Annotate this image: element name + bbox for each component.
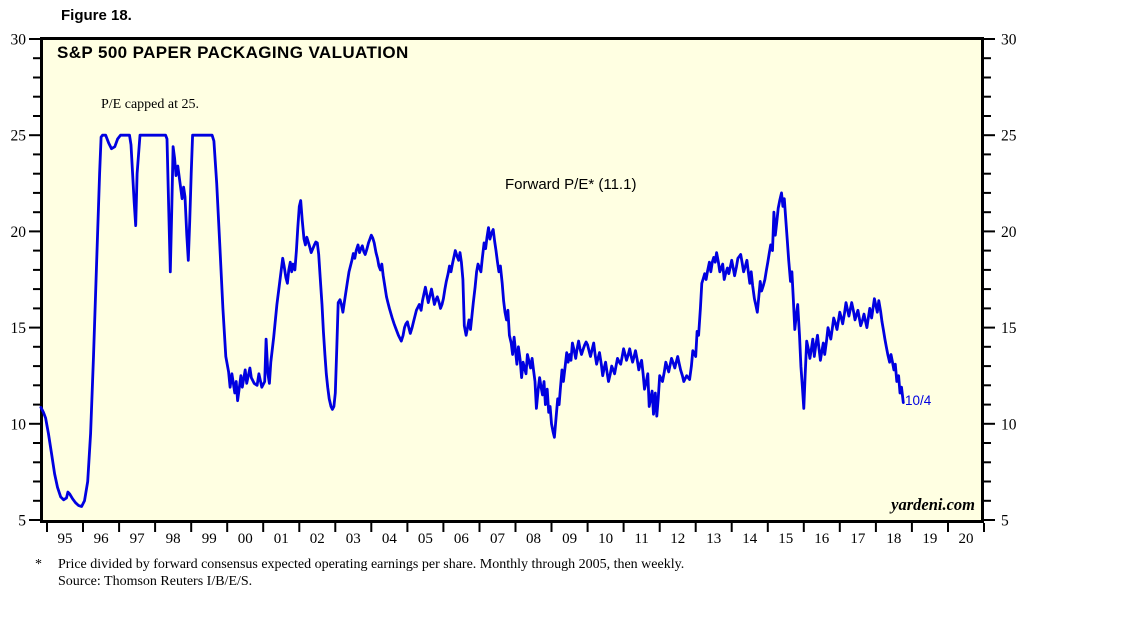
y-axis-label-left: 10 (11, 416, 27, 433)
x-axis-year-label: 09 (562, 531, 577, 547)
x-axis-year-label: 06 (454, 531, 470, 547)
x-axis-year-label: 07 (490, 531, 506, 547)
x-axis-year-label: 01 (274, 531, 289, 547)
x-axis-year-label: 14 (742, 531, 758, 547)
y-axis-label-right: 30 (1001, 32, 1017, 49)
y-axis-label-right: 20 (1001, 224, 1017, 241)
x-axis-year-label: 12 (670, 531, 685, 547)
plot-frame (40, 37, 984, 523)
footnote: * Price divided by forward consensus exp… (35, 556, 684, 590)
x-axis-year-label: 08 (526, 531, 541, 547)
y-axis-label-right: 10 (1001, 416, 1017, 433)
y-axis-label-left: 30 (11, 32, 27, 49)
x-axis-year-label: 03 (346, 531, 361, 547)
forward-pe-line (39, 133, 905, 508)
x-axis-year-label: 11 (634, 531, 648, 547)
x-axis-year-label: 13 (706, 531, 721, 547)
footnote-line1: Price divided by forward consensus expec… (58, 557, 685, 572)
y-axis-label-left: 15 (11, 320, 27, 337)
x-axis-year-label: 15 (778, 531, 793, 547)
x-axis-year-label: 17 (850, 531, 866, 547)
y-axis-label-right: 5 (1001, 513, 1009, 530)
last-point-date-label: 10/4 (905, 393, 932, 408)
x-axis-year-label: 18 (886, 531, 901, 547)
y-axis-label-right: 15 (1001, 320, 1017, 337)
x-axis-year-label: 96 (94, 531, 110, 547)
y-axis-label-left: 5 (18, 513, 26, 530)
x-axis-year-label: 19 (922, 531, 937, 547)
watermark: yardeni.com (891, 495, 975, 514)
y-axis-label-left: 25 (11, 128, 27, 145)
x-axis-year-label: 16 (814, 531, 830, 547)
x-axis-year-label: 10 (598, 531, 613, 547)
figure-label: Figure 18. (61, 7, 132, 24)
x-axis-year-label: 00 (238, 531, 253, 547)
x-axis-year-label: 95 (58, 531, 73, 547)
footnote-text: Price divided by forward consensus expec… (58, 556, 684, 590)
y-axis-label-left: 20 (11, 224, 27, 241)
y-axis-label-right: 25 (1001, 128, 1017, 145)
chart-title: S&P 500 PAPER PACKAGING VALUATION (57, 43, 409, 62)
cap-note-annotation: P/E capped at 25. (101, 97, 199, 112)
footnote-marker: * (35, 557, 42, 572)
x-axis-year-label: 99 (202, 531, 217, 547)
x-axis-year-label: 98 (166, 531, 181, 547)
x-axis-year-label: 97 (130, 531, 146, 547)
x-axis-year-label: 04 (382, 531, 398, 547)
series-label-annotation: Forward P/E* (11.1) (505, 176, 637, 193)
x-axis-year-label: 05 (418, 531, 433, 547)
plot-background (40, 37, 984, 523)
x-axis-year-label: 20 (959, 531, 974, 547)
x-axis-year-label: 02 (310, 531, 325, 547)
footnote-line2: Source: Thomson Reuters I/B/E/S. (58, 574, 253, 589)
